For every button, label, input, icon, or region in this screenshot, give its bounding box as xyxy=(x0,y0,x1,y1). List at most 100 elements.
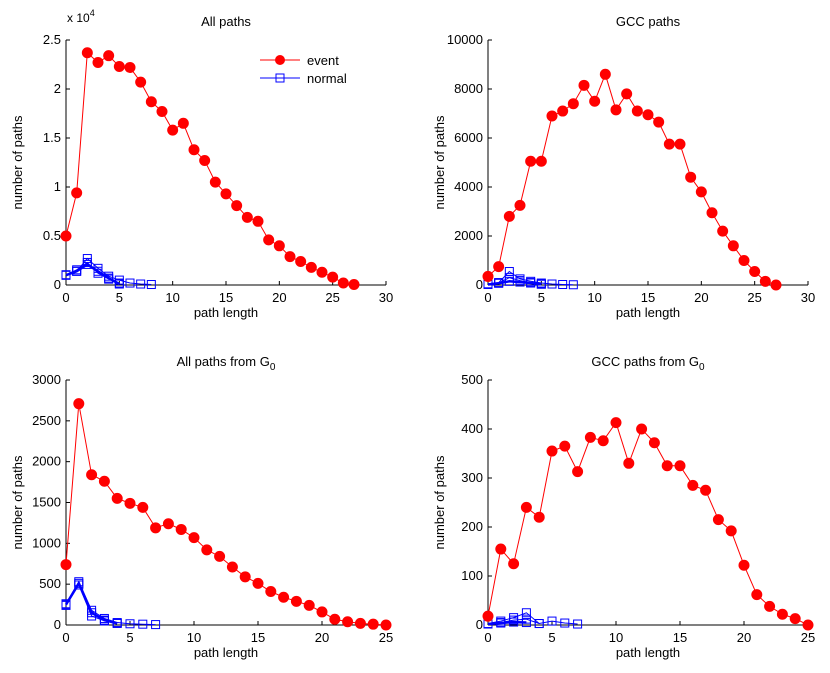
series-event xyxy=(482,68,782,291)
series-line xyxy=(65,403,387,626)
data-point xyxy=(201,544,213,556)
data-point xyxy=(199,155,211,167)
data-point xyxy=(354,617,366,629)
series-normal-3 xyxy=(483,276,546,290)
y-tick-label: 400 xyxy=(461,421,483,436)
y-tick-label: 1.5 xyxy=(43,130,61,145)
data-point xyxy=(99,615,109,625)
data-point xyxy=(712,514,724,526)
data-point xyxy=(599,68,611,80)
x-tick-label: 0 xyxy=(484,290,491,305)
data-point xyxy=(60,230,72,242)
x-tick-label: 0 xyxy=(484,630,491,645)
data-point xyxy=(674,138,686,150)
x-axis-label: path length xyxy=(194,305,258,320)
series-normal-3 xyxy=(61,578,122,628)
data-point xyxy=(661,460,673,472)
y-tick-label: 0 xyxy=(54,277,61,292)
data-point xyxy=(125,619,135,629)
data-point xyxy=(73,398,85,410)
data-point xyxy=(263,234,275,246)
y-tick-label: 2.5 xyxy=(43,32,61,47)
data-point xyxy=(802,619,814,631)
x-tick-label: 20 xyxy=(737,630,751,645)
data-point xyxy=(231,200,243,212)
data-point xyxy=(521,608,531,618)
x-tick-label: 20 xyxy=(315,630,329,645)
data-point xyxy=(663,138,675,150)
data-point xyxy=(61,270,71,280)
x-tick-label: 5 xyxy=(548,630,555,645)
x-tick-label: 15 xyxy=(641,290,655,305)
y-tick-label: 4000 xyxy=(454,179,483,194)
panel-title-main: All paths xyxy=(201,14,251,29)
data-point xyxy=(610,104,622,116)
data-point xyxy=(648,437,660,449)
x-axis-label: path length xyxy=(616,645,680,660)
x-tick-label: 10 xyxy=(187,630,201,645)
data-point xyxy=(525,155,537,167)
data-point xyxy=(81,47,93,59)
x-tick-label: 10 xyxy=(609,630,623,645)
data-point xyxy=(572,466,584,478)
y-tick-label: 2000 xyxy=(454,228,483,243)
data-point xyxy=(135,76,147,88)
legend-label: event xyxy=(307,53,339,68)
data-point xyxy=(252,577,264,589)
x-tick-label: 5 xyxy=(538,290,545,305)
data-point xyxy=(558,280,568,290)
series-normal-3 xyxy=(483,617,531,629)
data-point xyxy=(547,279,557,289)
x-tick-label: 20 xyxy=(694,290,708,305)
panel-title-main: GCC paths from G xyxy=(591,354,699,369)
panel-title: GCC paths from G0 xyxy=(591,354,705,373)
data-point xyxy=(156,106,168,118)
data-point xyxy=(137,501,149,513)
data-point xyxy=(573,619,583,629)
data-point xyxy=(559,440,571,452)
y-tick-label: 6000 xyxy=(454,130,483,145)
x-tick-label: 10 xyxy=(587,290,601,305)
series-event xyxy=(60,47,360,291)
panel-4: 0 5 10 15 20 25 0 100 200 300 400 500 GCC paths from… xyxy=(432,354,815,660)
y-tick-label: 500 xyxy=(39,576,61,591)
data-point xyxy=(61,600,71,610)
data-point xyxy=(103,50,115,62)
data-point xyxy=(536,279,546,289)
series-line xyxy=(65,51,355,285)
data-point xyxy=(278,591,290,603)
data-point xyxy=(93,266,103,276)
series-event xyxy=(60,398,392,631)
data-point xyxy=(239,571,251,583)
data-point xyxy=(214,550,226,562)
data-point xyxy=(337,277,349,289)
x-axis-label: path length xyxy=(194,645,258,660)
data-point xyxy=(515,277,525,287)
panel-title-subscript: 0 xyxy=(699,362,705,373)
data-point xyxy=(546,445,558,457)
y-tick-label: 0 xyxy=(54,617,61,632)
series-line xyxy=(487,280,542,286)
legend-entry-event: event xyxy=(260,53,339,68)
data-point xyxy=(738,255,750,266)
series-event xyxy=(482,417,814,631)
data-point xyxy=(749,266,761,278)
y-axis-label: number of paths xyxy=(432,115,447,209)
series-normal-3 xyxy=(61,259,124,289)
data-point xyxy=(71,187,83,199)
data-point xyxy=(327,271,339,283)
data-point xyxy=(273,240,285,252)
series-line xyxy=(487,72,777,286)
data-point xyxy=(252,215,264,227)
data-point xyxy=(113,60,125,72)
data-point xyxy=(535,155,547,167)
data-point xyxy=(295,255,307,267)
x-tick-label: 25 xyxy=(379,630,393,645)
y-tick-label: 500 xyxy=(461,372,483,387)
data-point xyxy=(188,144,200,156)
panel-1: 0 5 10 15 20 25 30 0 0.5 1 1.5 2 2.5 x 104 All paths pa… xyxy=(10,8,393,320)
y-exponent-base: x 10 xyxy=(67,11,90,25)
data-point xyxy=(146,280,156,290)
data-point xyxy=(642,109,654,121)
